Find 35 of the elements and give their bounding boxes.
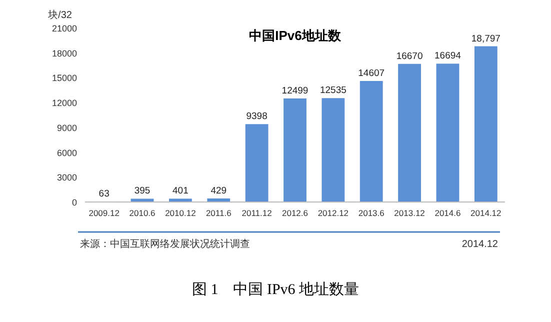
data-label: 18,797: [471, 33, 500, 44]
x-tick-label: 2010.6: [129, 208, 156, 218]
y-tick-label: 9000: [56, 122, 77, 133]
x-tick-label: 2012.12: [318, 208, 349, 218]
y-tick-label: 3000: [56, 172, 77, 183]
x-tick-label: 2009.12: [88, 208, 120, 218]
y-tick-label: 12000: [52, 98, 77, 108]
y-tick-label: 15000: [52, 73, 77, 84]
data-label: 429: [210, 185, 227, 196]
source-note: 来源：中国互联网络发展状况统计调查: [80, 238, 250, 250]
data-label: 12535: [320, 85, 346, 96]
data-label: 12499: [282, 85, 308, 96]
y-tick-label: 0: [72, 198, 77, 208]
x-tick-label: 2011.12: [242, 208, 272, 218]
x-tick-label: 2011.6: [206, 208, 232, 218]
x-tick-label: 2014.12: [470, 208, 502, 218]
data-label: 16694: [434, 50, 461, 62]
y-tick-label: 18000: [52, 48, 77, 58]
x-tick-label: 2012.6: [282, 208, 308, 218]
x-tick-label: 2010.12: [165, 208, 196, 218]
y-axis-title: 块/32: [47, 9, 72, 21]
caption: 图 1 中国 IPv6 地址数量: [192, 281, 360, 298]
data-label: 14607: [358, 68, 385, 79]
data-label: 9398: [246, 111, 268, 122]
y-tick-label: 21000: [52, 24, 77, 34]
y-tick-label: 6000: [56, 148, 77, 158]
x-tick-label: 2013.6: [358, 208, 385, 218]
data-label: 395: [134, 186, 150, 197]
x-tick-label: 2014.6: [434, 208, 461, 218]
x-tick-label: 2013.12: [394, 208, 426, 218]
text: 2014.12: [462, 239, 498, 250]
data-label: 63: [98, 188, 110, 200]
data-label: 16670: [396, 50, 423, 62]
data-label: 401: [172, 186, 188, 197]
chart-title: 中国IPv6地址数: [249, 28, 342, 43]
